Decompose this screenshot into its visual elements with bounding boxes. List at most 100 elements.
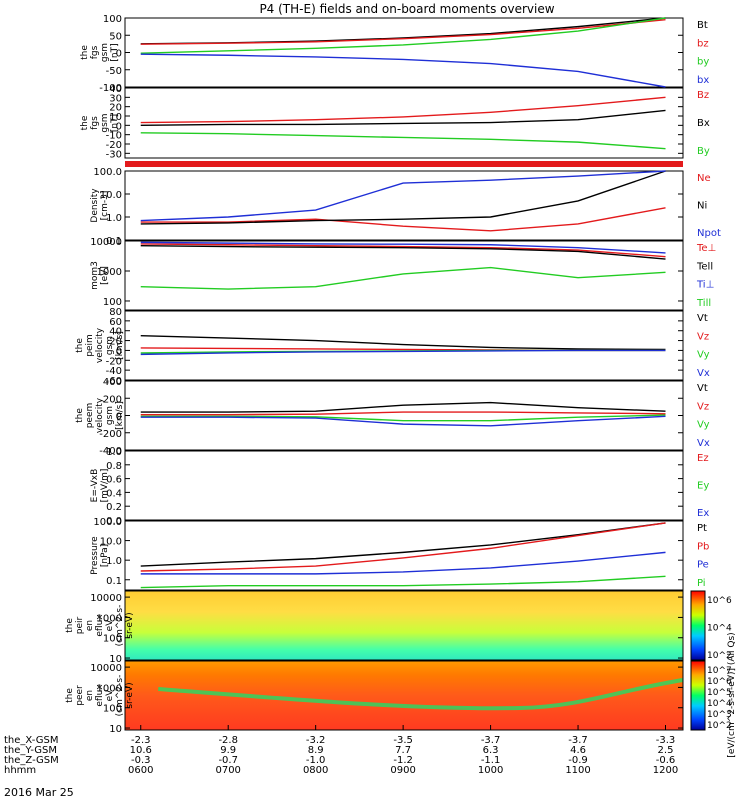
xaxis-value: -0.9: [568, 755, 588, 766]
y-tick-label: 0.1: [106, 236, 122, 247]
xaxis-value: -1.0: [306, 755, 326, 766]
series-line-Ne: [140, 207, 666, 232]
colorbar-tick-label: 10^5: [707, 688, 732, 698]
legend-Vz: Vz: [697, 401, 709, 412]
y-axis-label-line: eflux: [95, 614, 105, 637]
series-line-Ni: [140, 170, 666, 225]
y-axis-label: the fgs gsm [nT]: [80, 113, 120, 132]
y-tick-label: 1000: [97, 683, 122, 694]
xaxis-value: -1.1: [481, 755, 501, 766]
series-line-Vy: [140, 414, 666, 422]
y-tick-label: 0.2: [106, 502, 122, 513]
y-axis-label-line: the: [80, 45, 90, 60]
xaxis-value: 1000: [478, 765, 503, 776]
heatmap-fill: [125, 661, 683, 730]
panel-peem_velocity: 400 200 0 -200 -400 the peem velocity gsm [km/s] V…: [75, 377, 710, 457]
series-line-bx: [140, 53, 666, 88]
y-tick-label: 0: [116, 412, 122, 423]
y-tick-label: 20: [109, 103, 122, 114]
y-axis-label-line: [nPa]: [100, 544, 110, 567]
legend-Tell: Tell: [696, 261, 713, 272]
y-tick-label: 20: [109, 337, 122, 348]
y-tick-label: 400: [103, 377, 122, 388]
y-tick-label: -200: [99, 429, 122, 440]
y-axis-label-line: gsm: [100, 113, 110, 132]
colorbar-tick-label: 10^7: [707, 666, 732, 676]
xaxis-value: 0900: [390, 765, 415, 776]
xaxis-row-label: hhmm: [4, 765, 36, 776]
legend-Ni: Ni: [697, 201, 707, 212]
legend-Vz: Vz: [697, 331, 709, 342]
colorbar: [690, 590, 706, 661]
y-tick-label: -30: [106, 149, 122, 160]
y-tick-label: 10: [109, 112, 122, 123]
series-line-Vx: [140, 349, 666, 356]
y-tick-label: -20: [106, 356, 122, 367]
panel-frame: [124, 87, 684, 159]
y-axis-label: the fgs gsm [nT]: [80, 43, 120, 62]
colorbar-tick-label: 10^2: [707, 651, 732, 661]
y-tick-label: 100: [103, 297, 122, 308]
y-tick-label: 0.1: [106, 576, 122, 587]
y-tick-label: 100: [103, 704, 122, 715]
y-axis-label: mom3 [eV]: [90, 261, 110, 290]
series-line-Pi: [140, 575, 666, 589]
xaxis-value: 9.9: [220, 745, 236, 756]
y-axis-label-line: (cm^2-s-: [115, 675, 125, 717]
series-line-Tell: [140, 244, 666, 260]
y-tick-label: 10000: [90, 663, 122, 674]
colorbar: [690, 660, 706, 731]
colorbar-tick-label: 10^6: [707, 596, 732, 606]
panel-frame: [124, 450, 684, 521]
y-axis-label: Pressure [nPa]: [90, 536, 110, 575]
legend-Pi: Pi: [697, 578, 706, 589]
xaxis-value: -0.6: [656, 755, 676, 766]
legend-Vy: Vy: [697, 350, 710, 361]
legend-Pe: Pe: [697, 560, 709, 571]
xaxis-value: -1.2: [393, 755, 413, 766]
series-line-Ti⊥: [140, 241, 666, 254]
y-tick-label: 0.0: [106, 516, 122, 527]
xaxis-value: 1200: [653, 765, 678, 776]
legend-Bt: Bt: [697, 20, 708, 31]
y-axis-label: the peim velocity gsm [km/s]: [75, 327, 125, 363]
y-axis-label-line: fgs: [90, 45, 100, 59]
legend-Npot: Npot: [697, 228, 721, 239]
heatmap-fill: [125, 591, 683, 660]
series-line-By: [140, 132, 666, 150]
y-tick-label: -10: [106, 131, 122, 142]
colorbar-tick-label: 10^2: [707, 721, 732, 731]
legend-Till: Till: [696, 298, 711, 309]
y-tick-label: 10: [109, 654, 122, 665]
legend-Pt: Pt: [697, 523, 707, 534]
legend-Ti⊥: Ti⊥: [696, 280, 714, 291]
legend-bx: bx: [697, 75, 709, 86]
series-line-Pb: [140, 522, 666, 572]
series-line-Te⊥: [140, 243, 666, 258]
panel-density: 100.0 10.0 1.0 0.1 Density [cm-3] Ne Ni Npot: [90, 167, 721, 247]
y-tick-label: -400: [99, 446, 122, 457]
xaxis-value: -0.3: [131, 755, 151, 766]
y-axis-label: the peer en eflux eV (cm^2-s-sr-eV): [65, 675, 135, 717]
series-line-Vt: [140, 334, 666, 351]
panel-frame: [124, 170, 684, 241]
y-tick-label: 0: [116, 49, 122, 60]
y-tick-label: 0: [116, 121, 122, 132]
y-axis-label: the peir en eflux eV (cm^2-s-sr-eV): [65, 605, 135, 647]
xaxis-value: 7.7: [395, 745, 411, 756]
xaxis-value: -3.7: [481, 735, 501, 746]
xaxis-value: -0.7: [218, 755, 238, 766]
xaxis-value: 4.6: [570, 745, 586, 756]
series-line-Vx: [140, 415, 666, 427]
y-axis-label-line: velocity: [95, 397, 105, 433]
y-axis-label-line: en: [85, 620, 95, 631]
xaxis-value: 2.5: [658, 745, 674, 756]
xaxis-value: 0600: [128, 765, 153, 776]
y-tick-label: 100.0: [93, 517, 122, 528]
footer-date: 2016 Mar 25: [4, 786, 74, 799]
y-tick-label: 100: [103, 14, 122, 25]
series-line-Bz: [140, 96, 666, 124]
xaxis-value: -3.3: [656, 735, 676, 746]
